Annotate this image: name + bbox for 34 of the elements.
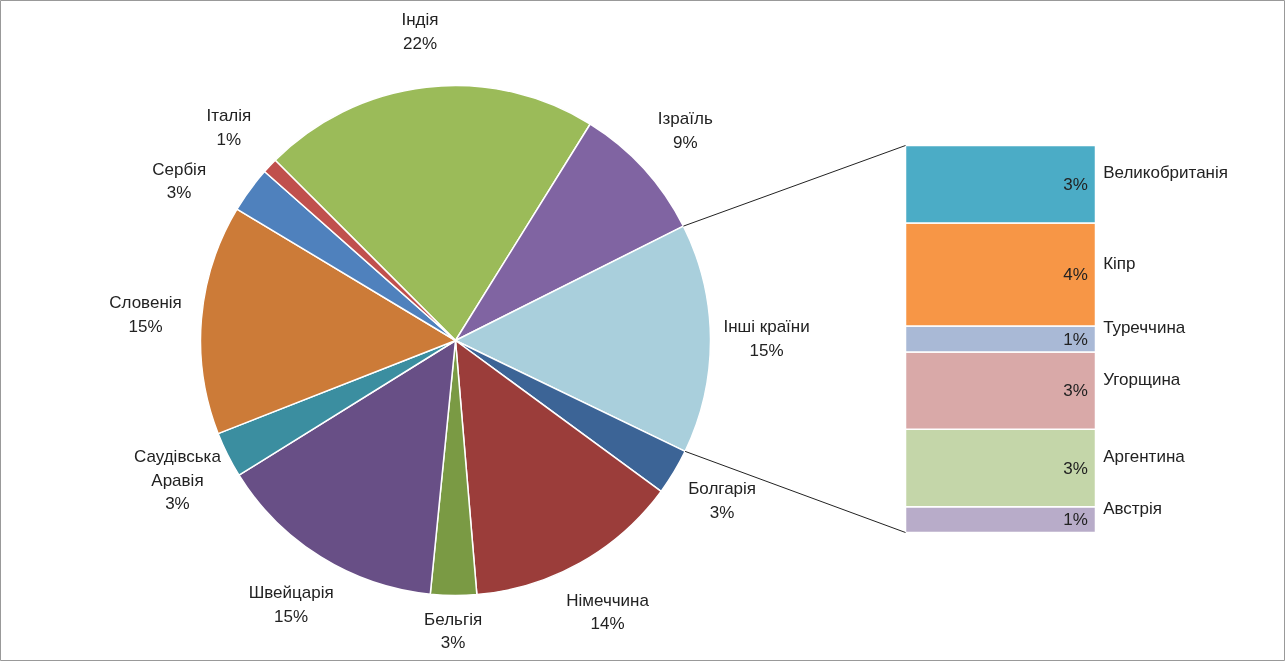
slice-label: Німеччина bbox=[566, 590, 650, 610]
data-label: 15% bbox=[749, 340, 784, 360]
series-label: Кіпр bbox=[1103, 253, 1136, 273]
data-label: 1% bbox=[216, 129, 242, 149]
slice-label: Болгарія bbox=[688, 479, 757, 499]
slice-label: Швейцарія bbox=[248, 583, 334, 603]
data-label: 22% bbox=[402, 33, 438, 53]
data-label: 3% bbox=[1063, 381, 1088, 401]
data-label: 15% bbox=[128, 316, 163, 336]
data-label: 1% bbox=[1063, 329, 1088, 349]
series-label: Угорщина bbox=[1103, 369, 1181, 389]
slice-label: Бельгія bbox=[424, 609, 483, 629]
slice-label: Саудівська Аравія bbox=[134, 446, 222, 490]
slice-label: Словенія bbox=[109, 293, 182, 313]
data-label: 4% bbox=[1063, 265, 1088, 284]
data-label: 3% bbox=[1063, 458, 1088, 478]
data-label: 9% bbox=[673, 133, 698, 153]
data-label: 3% bbox=[709, 503, 735, 523]
slice-label: Італія bbox=[206, 105, 252, 125]
data-label: 15% bbox=[274, 607, 309, 627]
series-label: Австрія bbox=[1103, 498, 1163, 518]
slice-label: Ізраїль bbox=[657, 109, 713, 129]
slice-label: Інші країни bbox=[723, 316, 810, 336]
slice-label: Індія bbox=[401, 10, 439, 30]
data-label: 14% bbox=[590, 614, 625, 634]
data-label: 3% bbox=[1063, 174, 1088, 194]
slice-label: Сербія bbox=[152, 159, 207, 179]
data-label: 1% bbox=[1063, 510, 1088, 530]
data-label: 3% bbox=[166, 183, 192, 203]
series-label: Великобританія bbox=[1103, 163, 1228, 183]
data-label: 3% bbox=[440, 633, 466, 653]
series-label: Аргентина bbox=[1103, 447, 1186, 467]
data-label: 3% bbox=[165, 494, 190, 514]
series-label: Туреччина bbox=[1103, 318, 1186, 338]
